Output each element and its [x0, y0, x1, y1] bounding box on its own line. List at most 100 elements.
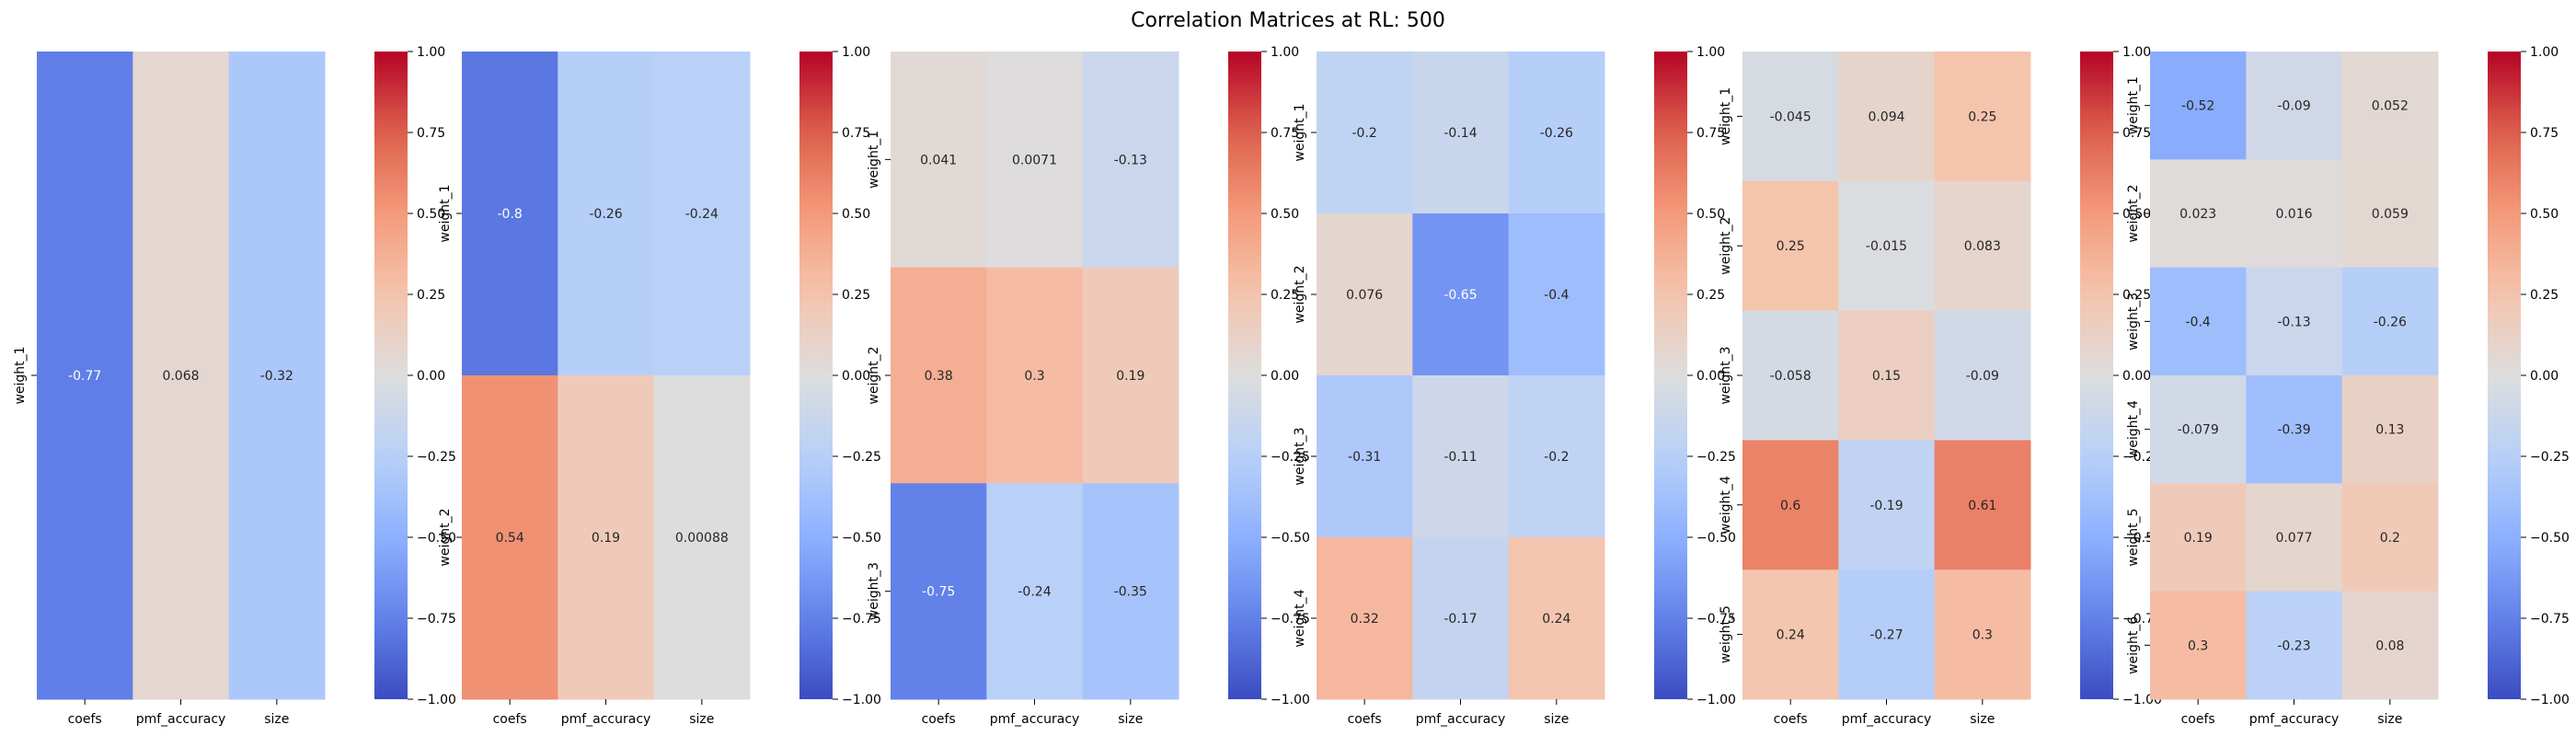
y-tick-label: weight_1 — [438, 184, 453, 242]
cell-value-label: -0.14 — [1443, 126, 1477, 141]
cell-value-label: -0.4 — [1544, 288, 1569, 303]
heatmap-cell — [653, 52, 751, 376]
colorbar-tick-label: −0.25 — [417, 450, 456, 465]
cell-value-label: 0.54 — [496, 531, 524, 546]
heatmap-cell — [1742, 440, 1839, 570]
heatmap-cell — [2341, 483, 2439, 592]
heatmap-cell — [1742, 180, 1839, 312]
heatmap-cell — [1317, 537, 1413, 700]
cell-value-label: 0.6 — [1780, 499, 1800, 513]
y-tick-label: weight_2 — [867, 346, 881, 404]
cell-value-label: 0.38 — [925, 369, 953, 384]
y-tick-label: weight_2 — [1719, 217, 1733, 275]
y-tick-label: weight_3 — [1719, 346, 1733, 404]
heatmap-cell — [1412, 375, 1510, 538]
colorbar-tick-label: 0.50 — [842, 207, 870, 222]
y-tick-label: weight_2 — [438, 508, 453, 566]
x-tick-label: size — [1118, 712, 1143, 727]
cell-value-label: -0.8 — [498, 207, 523, 222]
x-tick-label: coefs — [922, 712, 956, 727]
y-tick-label: weight_4 — [1719, 476, 1733, 534]
x-tick-label: coefs — [2181, 712, 2215, 727]
heatmap-cell — [2341, 52, 2439, 160]
cell-value-label: 0.3 — [2188, 638, 2208, 653]
cell-value-label: -0.52 — [2181, 99, 2214, 114]
x-tick-label: size — [2377, 712, 2402, 727]
cell-value-label: 0.32 — [1351, 612, 1379, 627]
colorbar — [799, 52, 833, 699]
colorbar-tick-label: 0.50 — [2122, 207, 2151, 222]
heatmap-cell — [1412, 213, 1510, 376]
colorbar-tick-label: 0.25 — [2122, 288, 2151, 303]
heatmap-cell — [2150, 52, 2247, 160]
heatmap-cell — [1412, 537, 1510, 700]
heatmap-cell — [1742, 569, 1839, 700]
cell-value-label: -0.13 — [2277, 315, 2310, 329]
colorbar-tick-label: 0.75 — [1271, 126, 1299, 141]
cell-value-label: 0.083 — [1964, 239, 2001, 254]
y-tick-label: weight_3 — [2126, 293, 2141, 351]
heatmap-cell — [1934, 569, 2031, 700]
heatmap-cell — [1412, 52, 1510, 214]
colorbar-tick-label: 0.50 — [2530, 207, 2559, 222]
heatmap-cell — [2341, 267, 2439, 376]
heatmap-cell — [1838, 440, 1936, 570]
x-tick-label: pmf_accuracy — [1416, 712, 1506, 727]
x-tick-label: size — [264, 712, 289, 727]
cell-value-label: -0.015 — [1866, 239, 1907, 254]
colorbar-tick-label: −0.25 — [842, 450, 881, 465]
colorbar-tick-label: 0.25 — [1271, 288, 1299, 303]
colorbar-tick-label: 0.00 — [1271, 369, 1299, 384]
cell-value-label: -0.13 — [1114, 153, 1147, 167]
heatmap-cell — [1934, 52, 2031, 182]
cell-value-label: -0.09 — [2277, 99, 2310, 114]
colorbar-tick-label: −0.75 — [1271, 612, 1310, 627]
heatmap-cell — [462, 52, 558, 376]
cell-value-label: -0.27 — [1869, 628, 1903, 643]
colorbar-tick-label: 0.00 — [2122, 369, 2151, 384]
heatmap-cell — [986, 267, 1084, 484]
colorbar-tick-label: 0.25 — [2530, 288, 2559, 303]
cell-value-label: 0.0071 — [1012, 153, 1057, 167]
cell-value-label: -0.24 — [685, 207, 719, 222]
colorbar-tick-label: −0.75 — [842, 612, 881, 627]
cell-value-label: -0.26 — [589, 207, 622, 222]
heatmap-cell — [2341, 159, 2439, 269]
heatmap-cell — [986, 52, 1084, 269]
colorbar-tick-label: −1.00 — [417, 693, 456, 707]
heatmap-cell — [1508, 375, 1605, 538]
colorbar-tick-label: 0.75 — [842, 126, 870, 141]
colorbar-tick-label: 1.00 — [1696, 45, 1725, 60]
colorbar-tick-label: 0.00 — [1696, 369, 1725, 384]
cell-value-label: 0.052 — [2372, 99, 2409, 114]
cell-value-label: 0.00088 — [675, 531, 729, 546]
heatmap-cell — [2150, 267, 2247, 376]
colorbar-tick-label: −0.25 — [1696, 450, 1736, 465]
y-tick-label: weight_5 — [2126, 508, 2141, 566]
colorbar — [2488, 52, 2521, 699]
x-tick-label: pmf_accuracy — [561, 712, 651, 727]
cell-value-label: -0.2 — [1544, 450, 1569, 465]
cell-value-label: 0.068 — [162, 369, 199, 384]
y-tick-label: weight_4 — [1293, 589, 1307, 647]
colorbar-tick-label: 1.00 — [842, 45, 870, 60]
cell-value-label: 0.3 — [1972, 628, 1993, 643]
cell-value-label: -0.39 — [2277, 423, 2310, 438]
heatmap-cell — [1508, 213, 1605, 376]
cell-value-label: 0.2 — [2380, 531, 2400, 546]
heatmap-cell — [2246, 52, 2343, 160]
cell-value-label: 0.19 — [1116, 369, 1144, 384]
colorbar-tick-label: −0.50 — [1696, 531, 1736, 546]
colorbar — [1654, 52, 1687, 699]
cell-value-label: 0.24 — [1777, 628, 1805, 643]
heatmap-cell — [653, 375, 751, 700]
colorbar-tick-label: −0.75 — [1696, 612, 1736, 627]
y-tick-label: weight_3 — [867, 562, 881, 620]
cell-value-label: 0.059 — [2372, 207, 2409, 222]
cell-value-label: -0.24 — [1018, 585, 1051, 600]
cell-value-label: -0.31 — [1348, 450, 1381, 465]
cell-value-label: 0.023 — [2179, 207, 2216, 222]
colorbar-tick-label: 0.75 — [417, 126, 445, 141]
